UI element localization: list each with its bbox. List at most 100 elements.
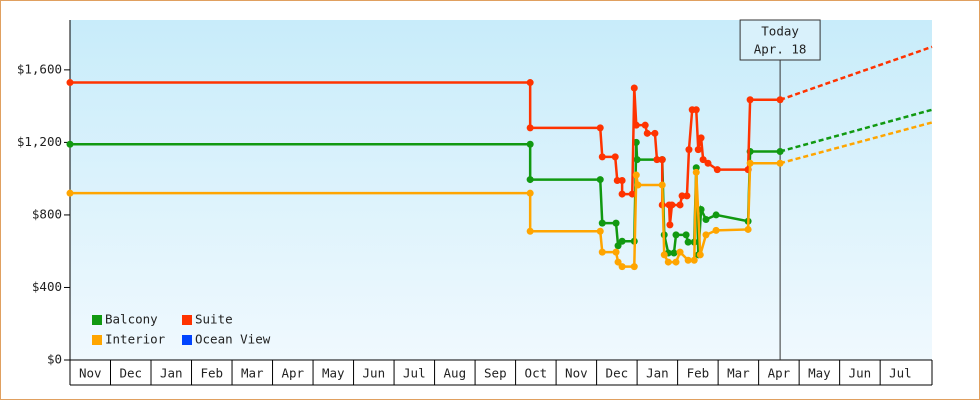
y-tick-label: $0: [47, 352, 62, 367]
today-box: [739, 19, 821, 61]
forecast-line: [779, 121, 933, 165]
point: [632, 121, 640, 129]
x-tick-label: Feb: [687, 366, 710, 381]
point: [685, 146, 693, 154]
y-tick-label: $1,200: [17, 134, 62, 149]
point: [682, 231, 690, 239]
point: [618, 237, 626, 245]
y-tick-label: $1,600: [17, 61, 62, 76]
point: [618, 263, 626, 271]
legend-swatch: [92, 315, 102, 325]
today-label: Today: [761, 24, 799, 39]
point: [746, 96, 754, 104]
point: [630, 263, 638, 271]
point: [641, 121, 649, 129]
point: [699, 156, 707, 164]
point: [618, 176, 626, 184]
point: [526, 227, 534, 235]
point: [776, 96, 784, 104]
x-tick-label: Jul: [889, 366, 912, 381]
forecast-line: [779, 108, 933, 153]
x-tick-label: Jun: [849, 366, 872, 381]
point: [744, 225, 752, 233]
point: [776, 159, 784, 167]
legend-swatch: [182, 335, 192, 345]
x-tick-label: Oct: [525, 366, 548, 381]
point: [643, 129, 651, 137]
point: [613, 176, 621, 184]
point: [596, 124, 604, 132]
point: [614, 258, 622, 266]
point: [630, 84, 638, 92]
point: [746, 159, 754, 167]
point: [670, 249, 678, 257]
point: [668, 201, 676, 209]
point: [526, 140, 534, 148]
point: [690, 256, 698, 264]
point: [612, 248, 620, 256]
point: [614, 242, 622, 250]
x-tick-label: May: [322, 366, 345, 381]
point: [697, 134, 705, 142]
point: [694, 146, 702, 154]
point: [702, 215, 710, 223]
point: [684, 256, 692, 264]
legend-label: Interior: [105, 332, 166, 347]
point: [672, 258, 680, 266]
legend-swatch: [92, 335, 102, 345]
point: [712, 211, 720, 219]
point: [653, 156, 661, 164]
x-tick-label: Jun: [363, 366, 386, 381]
point: [633, 156, 641, 164]
x-tick-label: May: [808, 366, 831, 381]
point: [672, 231, 680, 239]
point: [612, 219, 620, 227]
x-tick-label: Nov: [565, 366, 588, 381]
point: [598, 248, 606, 256]
point: [676, 248, 684, 256]
point: [676, 201, 684, 209]
point: [678, 192, 686, 200]
x-tick-label: Sep: [484, 366, 507, 381]
point: [632, 171, 640, 179]
y-tick-label: $800: [32, 206, 62, 221]
legend-label: Ocean View: [195, 332, 271, 347]
point: [713, 166, 721, 174]
point: [526, 189, 534, 197]
plot-area: [70, 20, 932, 360]
today-label: Apr. 18: [754, 42, 807, 57]
point: [596, 176, 604, 184]
point: [696, 251, 704, 259]
point: [66, 140, 74, 148]
forecast-line: [779, 45, 933, 101]
point: [658, 181, 666, 189]
x-tick-label: Jan: [160, 366, 183, 381]
point: [664, 258, 672, 266]
point: [658, 156, 666, 164]
point: [684, 238, 692, 246]
x-tick-label: Aug: [444, 366, 467, 381]
point: [596, 227, 604, 235]
x-tick-label: Jan: [646, 366, 669, 381]
point: [598, 153, 606, 161]
point: [651, 129, 659, 137]
point: [702, 231, 710, 239]
point: [66, 79, 74, 87]
point: [712, 226, 720, 234]
point: [628, 190, 636, 198]
legend-label: Suite: [195, 312, 233, 327]
point: [776, 147, 784, 155]
x-tick-label: Feb: [200, 366, 223, 381]
point: [526, 176, 534, 184]
point: [683, 192, 691, 200]
x-tick-label: Apr: [282, 366, 305, 381]
x-tick-label: Dec: [119, 366, 142, 381]
x-tick-label: Nov: [79, 366, 102, 381]
point: [526, 79, 534, 87]
point: [66, 189, 74, 197]
point: [618, 190, 626, 198]
point: [526, 124, 534, 132]
legend-label: Balcony: [105, 312, 158, 327]
point: [692, 168, 700, 176]
x-tick-label: Apr: [768, 366, 791, 381]
